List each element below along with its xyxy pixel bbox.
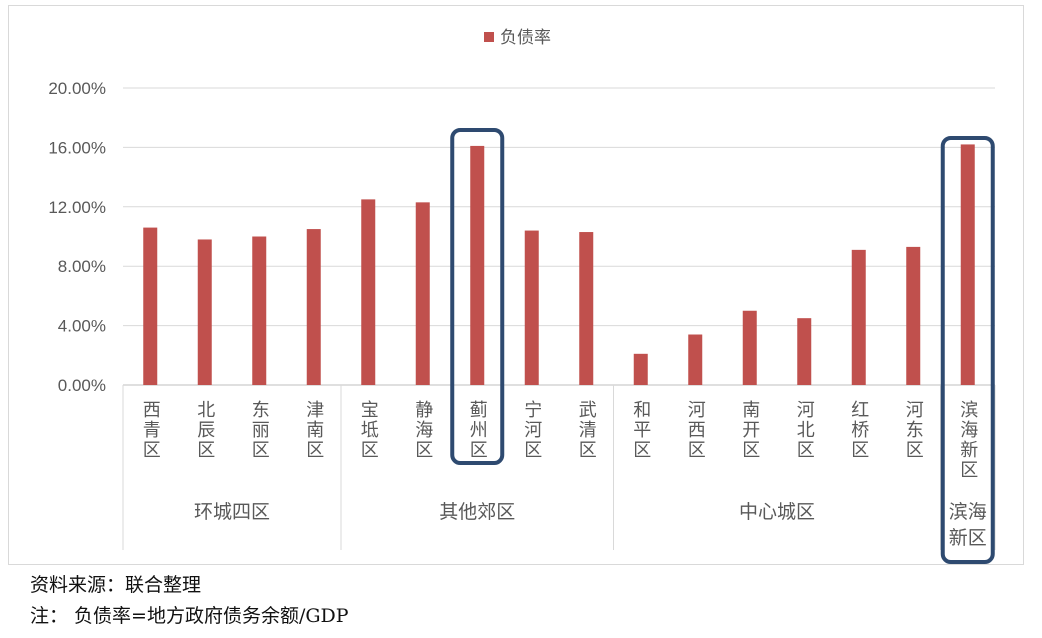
bar (742, 310, 757, 385)
x-tick-label: 武清区 (576, 400, 597, 460)
bar (688, 334, 703, 385)
bar (906, 246, 921, 385)
source-note: 资料来源：联合整理 (30, 574, 202, 596)
y-tick-label: 12.00% (48, 198, 106, 217)
x-tick-label: 东丽区 (249, 400, 270, 460)
bar (470, 145, 485, 385)
y-tick-label: 20.00% (48, 79, 106, 98)
bar (361, 199, 376, 385)
bar (797, 318, 812, 385)
x-tick-label: 宝坻区 (358, 400, 379, 460)
legend-swatch (484, 32, 494, 42)
y-tick-label: 16.00% (48, 138, 106, 157)
group-label: 新区 (949, 527, 987, 549)
y-tick-label: 8.00% (58, 257, 106, 276)
legend-label: 负债率 (500, 28, 551, 48)
bar (633, 353, 648, 385)
bar (197, 239, 212, 385)
bar (252, 236, 267, 385)
x-tick-label: 河西区 (685, 400, 706, 460)
x-tick-label: 津南区 (303, 400, 324, 460)
x-tick-label: 河北区 (794, 400, 815, 460)
y-tick-label: 0.00% (58, 376, 106, 395)
x-tick-label: 静海区 (412, 400, 433, 460)
y-tick-label: 4.00% (58, 317, 106, 336)
bar (579, 232, 594, 385)
x-tick-label: 蓟州区 (467, 400, 488, 460)
highlight-box (940, 136, 995, 564)
x-tick-label: 南开区 (739, 400, 760, 460)
group-label: 滨海 (949, 501, 987, 523)
bar (306, 229, 321, 385)
x-tick-label: 河东区 (903, 400, 924, 460)
bar (960, 144, 975, 385)
x-tick-label: 北辰区 (194, 400, 215, 460)
group-label: 其他郊区 (439, 501, 515, 523)
x-tick-label: 宁河区 (521, 400, 542, 460)
group-label: 中心城区 (739, 501, 815, 523)
bar (851, 249, 866, 385)
group-label: 环城四区 (194, 501, 270, 523)
chart-frame (8, 5, 1024, 565)
highlight-box (450, 128, 505, 465)
x-tick-label: 西青区 (140, 400, 161, 460)
x-tick-label: 红桥区 (848, 400, 869, 460)
bar (524, 230, 539, 385)
bar (143, 227, 158, 385)
x-tick-label: 和平区 (630, 400, 651, 460)
bar (415, 202, 430, 385)
formula-note: 注： 负债率=地方政府债务余额/GDP (30, 605, 349, 627)
x-tick-label: 滨海新区 (957, 400, 978, 480)
